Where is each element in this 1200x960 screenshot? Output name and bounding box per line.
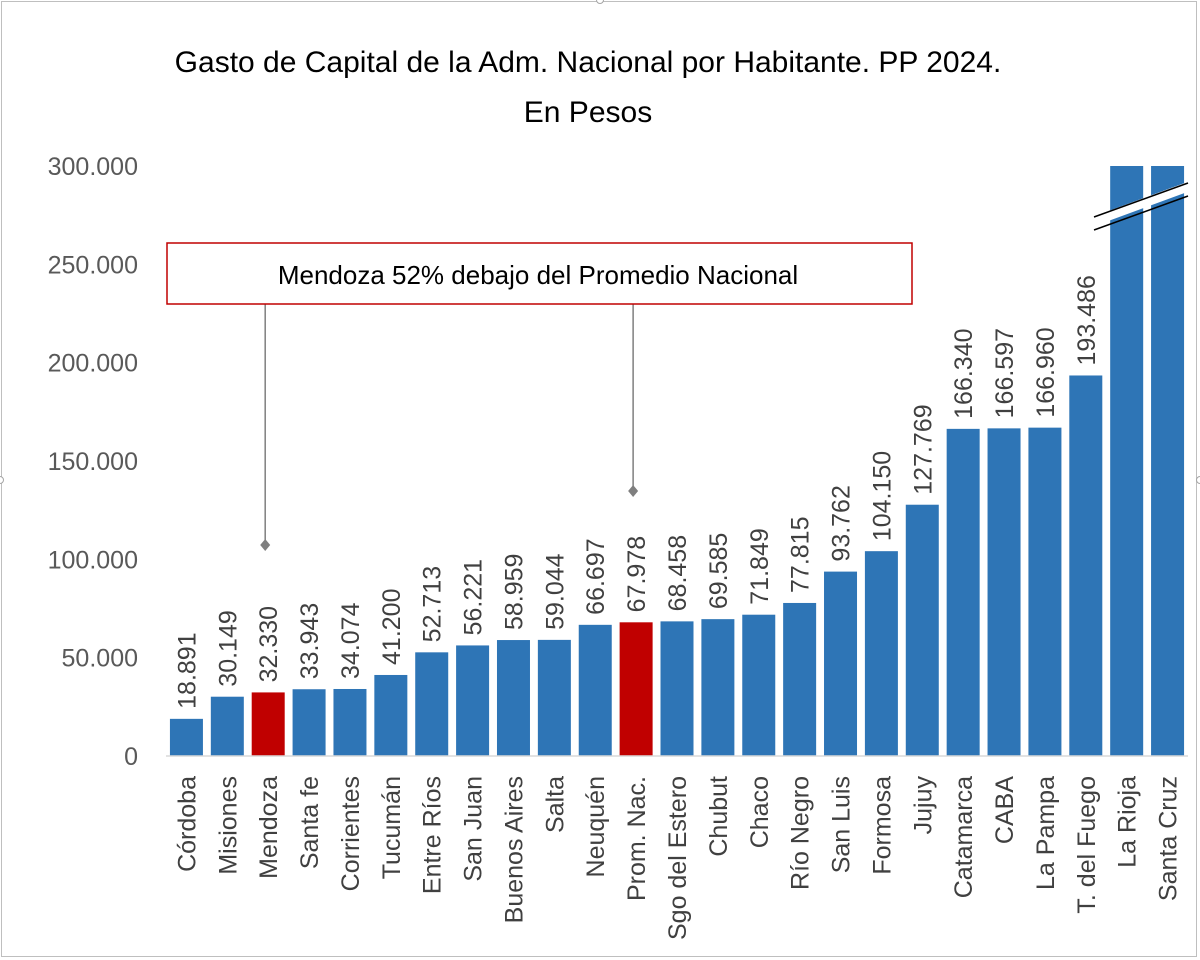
bar-mendoza xyxy=(251,692,285,756)
data-label-santa-fe: 33.943 xyxy=(296,603,324,679)
bar-chaco xyxy=(742,614,776,756)
x-tick-santa-fe: Santa fe xyxy=(296,776,324,869)
y-tick-label: 150.000 xyxy=(48,448,138,476)
axis-break-marks xyxy=(1092,181,1190,231)
x-tick-jujuy: Jujuy xyxy=(909,776,937,835)
x-tick-tucuman: Tucumán xyxy=(378,776,406,879)
data-label-san-juan: 56.221 xyxy=(460,559,488,635)
x-tick-la-pampa: La Pampa xyxy=(1032,776,1060,890)
data-label-rio-negro: 77.815 xyxy=(787,516,815,592)
callout-arrowhead-mendoza xyxy=(260,539,271,551)
bar-neuquen xyxy=(578,624,612,756)
bar-sgo-del-estero xyxy=(660,621,694,756)
y-tick-label: 300.000 xyxy=(48,153,138,181)
bar-cordoba xyxy=(169,718,203,756)
data-label-corrientes: 34.074 xyxy=(337,602,365,679)
bar-la-rioja xyxy=(1110,166,1144,756)
data-label-salta: 59.044 xyxy=(541,553,569,630)
x-tick-cordoba: Córdoba xyxy=(173,776,201,872)
y-tick-label: 50.000 xyxy=(62,645,138,673)
x-tick-buenos-aires: Buenos Aires xyxy=(500,776,528,923)
x-tick-sgo-del-estero: Sgo del Estero xyxy=(664,776,692,940)
bar-t-del-fuego xyxy=(1069,375,1103,756)
bar-santa-cruz xyxy=(1151,166,1185,756)
data-label-t-del-fuego: 193.486 xyxy=(1073,275,1101,365)
callout-text: Mendoza 52% debajo del Promedio Nacional xyxy=(278,260,798,290)
x-tick-santa-cruz: Santa Cruz xyxy=(1155,776,1183,901)
data-labels: 18.891 30.149 32.330 33.943 34.074 41.200 52.7… xyxy=(173,275,1100,709)
data-label-la-pampa: 166.960 xyxy=(1032,327,1060,417)
data-label-san-luis: 93.762 xyxy=(828,485,856,561)
axis-break-line xyxy=(1093,182,1189,218)
x-tick-neuquen: Neuquén xyxy=(582,776,610,877)
bar-catamarca xyxy=(946,428,980,756)
data-label-sgo-del-estero: 68.458 xyxy=(664,535,692,611)
bar-formosa xyxy=(864,551,898,756)
axis-break-gap xyxy=(1092,181,1190,227)
bar-santa-fe xyxy=(292,689,326,756)
data-label-neuquen: 66.697 xyxy=(582,538,610,614)
bar-salta xyxy=(537,639,571,756)
x-tick-san-juan: San Juan xyxy=(460,776,488,882)
data-label-buenos-aires: 58.959 xyxy=(500,554,528,630)
x-tick-entre-rios: Entre Ríos xyxy=(419,776,447,894)
bar-caba xyxy=(987,428,1021,756)
annotation: Mendoza 52% debajo del Promedio Nacional xyxy=(166,242,913,551)
data-label-tucuman: 41.200 xyxy=(378,589,406,665)
x-tick-corrientes: Corrientes xyxy=(337,776,365,891)
chart-title: Gasto de Capital de la Adm. Nacional por… xyxy=(175,46,1002,79)
bar-corrientes xyxy=(333,688,367,756)
x-tick-misiones: Misiones xyxy=(214,776,242,875)
x-tick-rio-negro: Río Negro xyxy=(787,776,815,890)
data-label-catamarca: 166.340 xyxy=(950,328,978,418)
y-tick-label: 200.000 xyxy=(48,350,138,378)
x-tick-t-del-fuego: T. del Fuego xyxy=(1073,776,1101,914)
y-tick-label: 0 xyxy=(124,743,138,771)
bar-rio-negro xyxy=(783,602,817,756)
bar-chubut xyxy=(701,619,735,756)
resize-handle-right[interactable] xyxy=(1196,476,1200,484)
bar-prom-nac xyxy=(619,622,653,756)
x-tick-salta: Salta xyxy=(541,776,569,833)
bar-tucuman xyxy=(374,674,408,756)
x-tick-formosa: Formosa xyxy=(868,776,896,875)
data-label-entre-rios: 52.713 xyxy=(419,566,447,642)
x-tick-san-luis: San Luis xyxy=(828,776,856,873)
x-tick-catamarca: Catamarca xyxy=(950,776,978,898)
x-tick-caba: CABA xyxy=(991,776,1019,844)
data-label-mendoza: 32.330 xyxy=(255,606,283,682)
bar-series xyxy=(169,166,1185,756)
callout-arrowhead-promedio xyxy=(628,485,639,497)
bar-entre-rios xyxy=(415,652,449,756)
bar-buenos-aires xyxy=(496,640,530,756)
data-label-jujuy: 127.769 xyxy=(909,404,937,494)
data-label-cordoba: 18.891 xyxy=(173,632,201,708)
bar-la-pampa xyxy=(1028,427,1062,756)
bar-san-juan xyxy=(456,645,490,756)
y-tick-label: 100.000 xyxy=(48,546,138,574)
bar-misiones xyxy=(210,696,244,756)
y-axis: 0 50.000 100.000 150.000 200.000 250.000 300.0… xyxy=(48,153,138,771)
data-label-caba: 166.597 xyxy=(991,328,1019,418)
bar-san-luis xyxy=(824,571,858,756)
data-label-chubut: 69.585 xyxy=(705,533,733,609)
x-tick-prom-nac: Prom. Nac. xyxy=(623,776,651,901)
x-tick-la-rioja: La Rioja xyxy=(1114,776,1142,868)
x-axis: Córdoba Misiones Mendoza Santa fe Corrientes… xyxy=(166,755,1188,940)
data-label-chaco: 71.849 xyxy=(746,528,774,604)
x-tick-mendoza: Mendoza xyxy=(255,776,283,879)
data-label-misiones: 30.149 xyxy=(214,610,242,686)
callout-box xyxy=(166,242,913,305)
y-tick-label: 250.000 xyxy=(48,251,138,279)
axis-break-line xyxy=(1093,195,1189,231)
data-label-formosa: 104.150 xyxy=(868,451,896,541)
bar-jujuy xyxy=(905,504,939,756)
x-tick-chubut: Chubut xyxy=(705,776,733,857)
chart-subtitle: En Pesos xyxy=(524,96,652,129)
x-tick-chaco: Chaco xyxy=(746,776,774,848)
data-label-prom-nac: 67.978 xyxy=(623,536,651,612)
